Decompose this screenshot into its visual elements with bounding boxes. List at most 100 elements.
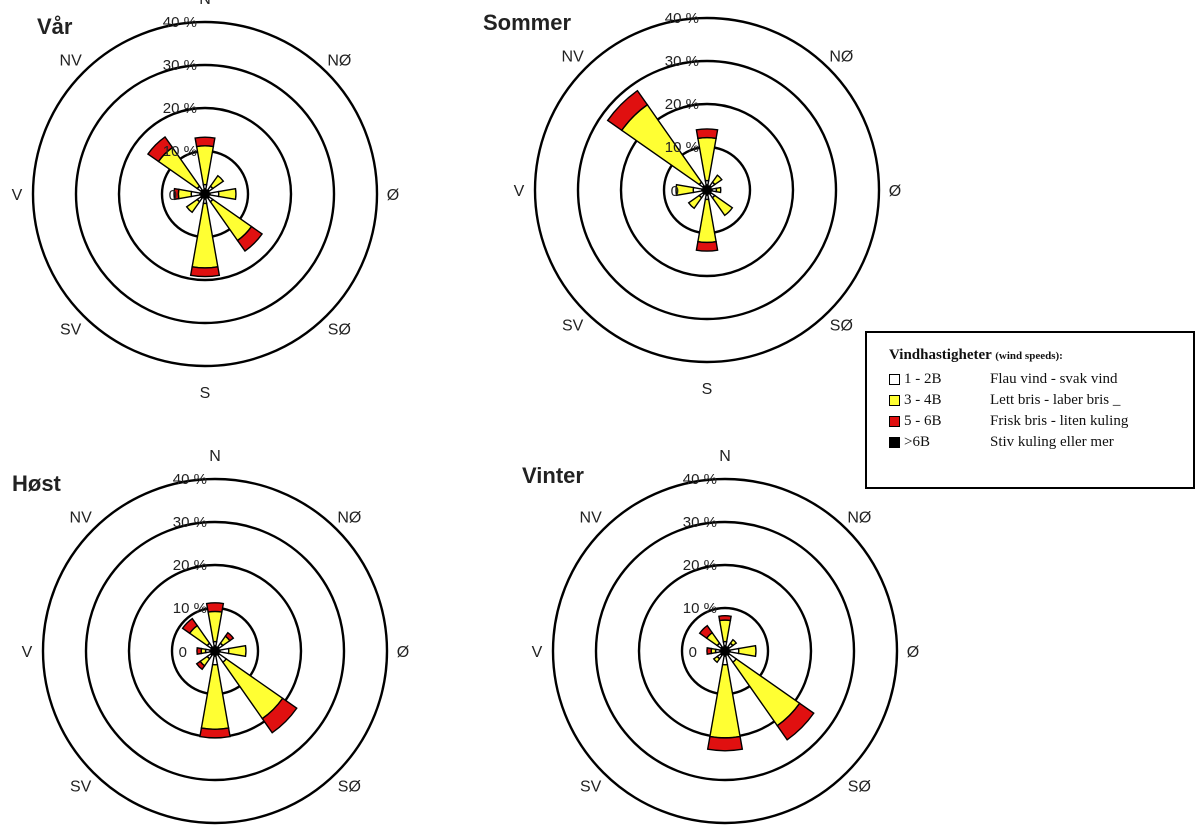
legend-item: 1 - 2B Flau vind - svak vind xyxy=(889,369,1193,390)
wind-speed-legend: Vindhastigheter (wind speeds): 1 - 2B Fl… xyxy=(865,331,1195,489)
legend-item: 3 - 4B Lett bris - laber bris _ xyxy=(889,390,1193,411)
legend-subtitle: (wind speeds): xyxy=(995,350,1063,362)
direction-label-SV: SV xyxy=(70,778,92,795)
petal-NV-56B xyxy=(146,135,174,163)
ring-10 xyxy=(680,606,770,696)
petal-SØ-56B xyxy=(261,697,298,734)
legend-label: Frisk bris - liten kuling xyxy=(990,413,1129,429)
petal-N-56B xyxy=(695,128,719,140)
ring-10 xyxy=(160,149,250,239)
petal-N-34B xyxy=(697,136,717,182)
petal-SØ-12B xyxy=(216,652,228,664)
direction-label-Ø: Ø xyxy=(387,187,399,204)
ring-label: 0 xyxy=(689,644,697,661)
rose-center xyxy=(720,646,730,656)
petal-V-56B xyxy=(706,647,713,655)
petal-NØ-12B xyxy=(206,185,214,193)
rose-group: 010 %20 %30 %40 %NNØØSØSSVVNV xyxy=(22,448,409,825)
ring-30 xyxy=(576,59,838,321)
petal-NØ-12B xyxy=(708,181,716,189)
petal-Ø-12B xyxy=(209,190,220,198)
direction-label-N: N xyxy=(719,448,731,465)
rose-group: 010 %20 %30 %40 %NNØØSØSSVVNV xyxy=(514,0,902,398)
direction-label-S: S xyxy=(200,385,211,402)
petal-SØ-12B xyxy=(206,195,214,203)
petal-SV-34B xyxy=(712,655,721,664)
petal-S-12B xyxy=(704,194,710,201)
ring-10 xyxy=(170,606,260,696)
direction-label-S: S xyxy=(702,381,713,398)
petal-N-12B xyxy=(722,640,728,647)
direction-label-NØ: NØ xyxy=(829,49,853,66)
legend-code: 5 - 6B xyxy=(904,413,942,429)
rose-group: 010 %20 %30 %40 %NNØØSØSSVVNV xyxy=(532,448,919,825)
petal-NØ-34B xyxy=(219,635,231,647)
petal-NØ-34B xyxy=(209,174,225,190)
petal-S-12B xyxy=(211,655,219,666)
legend-label: Flau vind - svak vind xyxy=(990,371,1118,387)
petal-V-12B xyxy=(204,648,211,654)
petal-N-56B xyxy=(205,602,225,613)
petal-N-34B xyxy=(207,610,223,643)
legend-code: >6B xyxy=(904,434,930,450)
direction-label-SV: SV xyxy=(562,317,584,334)
legend-label: Stiv kuling eller mer xyxy=(990,434,1114,450)
petal-SØ-34B xyxy=(731,657,801,727)
petal-SØ-12B xyxy=(708,191,716,199)
petal-S-56B xyxy=(199,727,231,739)
petal-NV-56B xyxy=(698,624,714,640)
direction-label-Ø: Ø xyxy=(907,644,919,661)
ring-label: 0 xyxy=(179,644,187,661)
legend-label: Lett bris - laber bris _ xyxy=(990,392,1121,408)
ring-30 xyxy=(84,520,346,782)
ring-40 xyxy=(551,477,899,825)
ring-20 xyxy=(127,563,303,739)
petal-S-56B xyxy=(189,266,221,278)
direction-label-NØ: NØ xyxy=(327,53,351,70)
petal-SV-12B xyxy=(196,195,204,203)
direction-label-V: V xyxy=(22,644,33,661)
ring-20 xyxy=(637,563,813,739)
ring-40 xyxy=(41,477,389,825)
direction-label-Ø: Ø xyxy=(397,644,409,661)
petal-NV-34B xyxy=(705,631,721,647)
petal-SV-34B xyxy=(687,194,703,210)
petal-SV-56B xyxy=(195,660,206,671)
petal-V-12B xyxy=(692,186,703,194)
ring-label: 10 % xyxy=(683,600,717,617)
ring-30 xyxy=(74,63,336,325)
petal-S-34B xyxy=(191,202,219,269)
season-title: Vinter xyxy=(522,463,584,488)
petal-Ø-12B xyxy=(711,187,718,193)
petal-N-56B xyxy=(718,615,732,622)
petal-NV-12B xyxy=(206,642,214,650)
petal-SØ-56B xyxy=(236,225,264,253)
petal-SØ-34B xyxy=(221,657,284,720)
legend-swatch xyxy=(889,416,900,427)
rose-group: 010 %20 %30 %40 %NNØØSØSSVVNV xyxy=(12,0,400,402)
ring-10 xyxy=(662,145,752,235)
petal-NV-12B xyxy=(196,185,204,193)
legend-title: Vindhastigheter (wind speeds): xyxy=(889,347,1193,364)
petal-NV-34B xyxy=(157,146,201,190)
petal-S-12B xyxy=(721,655,729,666)
petal-V-34B xyxy=(710,647,717,655)
direction-label-SV: SV xyxy=(580,778,602,795)
legend-item: 5 - 6B Frisk bris - liten kuling xyxy=(889,411,1193,432)
petal-SØ-34B xyxy=(209,198,253,242)
petal-N-12B xyxy=(704,179,710,186)
petal-V-12B xyxy=(714,648,721,654)
petal-NØ-56B xyxy=(224,631,235,642)
petal-Ø-34B xyxy=(217,187,237,201)
ring-label: 20 % xyxy=(683,557,717,574)
petal-N-12B xyxy=(202,183,208,190)
petal-NØ-12B xyxy=(726,642,734,650)
season-title: Sommer xyxy=(483,10,572,35)
petal-Ø-34B xyxy=(737,644,757,658)
petal-SØ-56B xyxy=(776,702,815,741)
legend-swatch xyxy=(889,374,900,385)
ring-label: 10 % xyxy=(173,600,207,617)
direction-label-SØ: SØ xyxy=(830,317,853,334)
direction-label-NV: NV xyxy=(70,510,93,527)
petal-NV-56B xyxy=(181,617,199,635)
